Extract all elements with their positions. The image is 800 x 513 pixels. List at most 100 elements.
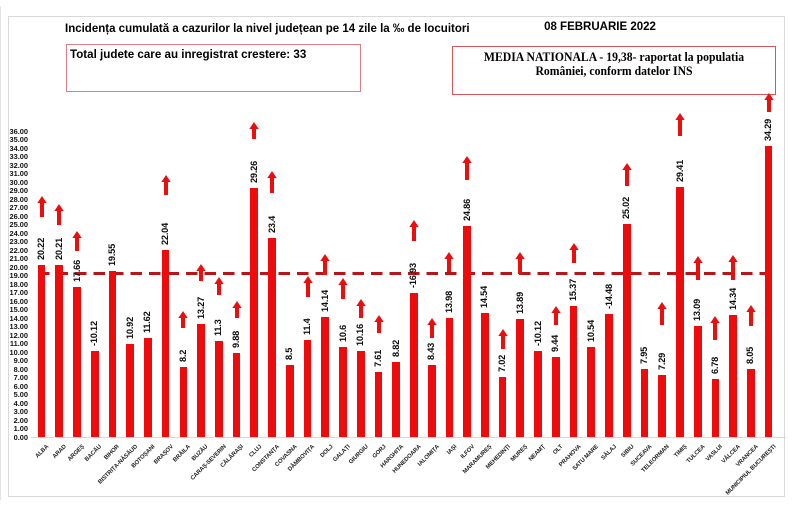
bar-value-label: 14.34 <box>727 288 738 311</box>
bar-value-label: 11.4 <box>302 318 312 336</box>
bar <box>747 368 755 437</box>
bar-value-label: 8.5 <box>284 347 295 360</box>
y-axis-tick-label: 19.00 <box>9 271 29 280</box>
bar <box>622 224 631 437</box>
bar <box>197 324 205 437</box>
y-axis-tick-label: 35.00 <box>9 135 29 144</box>
y-axis-tick-label: 5.00 <box>13 390 28 399</box>
bar-value-label: 19.55 <box>106 243 117 266</box>
increase-arrow-icon <box>338 278 348 304</box>
bar-value-label: 13.27 <box>195 297 206 320</box>
increase-arrow-icon <box>214 277 224 300</box>
increase-arrow-icon <box>692 256 703 285</box>
increase-arrow-icon <box>746 305 756 331</box>
increase-arrow-icon <box>267 171 277 198</box>
y-axis-tick-label: 8.00 <box>13 364 28 374</box>
bar-value-label: 8.2 <box>177 350 188 363</box>
increase-arrow-icon <box>710 316 721 345</box>
bar-value-label: 34.29 <box>763 118 774 141</box>
bar <box>392 362 401 437</box>
y-axis-tick-label: 16.00 <box>9 296 29 306</box>
bar-value-label: 6.78 <box>709 357 720 375</box>
increase-arrow-icon <box>551 306 561 330</box>
bar <box>587 347 596 437</box>
bar <box>250 188 259 437</box>
increase-arrow-icon <box>763 93 774 117</box>
bar-value-label: 10.6 <box>337 324 348 342</box>
bar <box>321 316 330 437</box>
x-axis-baseline <box>31 437 786 438</box>
bar <box>551 356 560 437</box>
y-axis-tick-label: 23.00 <box>9 237 29 246</box>
national-average-box: MEDIA NATIONALA - 19,38- raportat la pop… <box>452 46 776 95</box>
bar <box>498 377 507 437</box>
growth-box: Total judete care au inregistrat crester… <box>66 44 361 92</box>
bar-value-label: 14.14 <box>319 289 330 312</box>
bar <box>729 315 738 437</box>
y-axis-tick-label: 24.00 <box>9 228 29 238</box>
bar <box>356 350 365 437</box>
bar-value-label: 10.16 <box>355 323 366 346</box>
bar <box>214 340 223 437</box>
bar <box>516 318 525 437</box>
y-axis-tick-label: 6.00 <box>13 381 28 391</box>
bar <box>463 225 471 437</box>
chart-title: Incidența cumulată a cazurilor la nivel … <box>65 22 470 35</box>
increase-arrow-icon <box>72 231 82 256</box>
increase-arrow-icon <box>54 204 64 230</box>
increase-arrow-icon <box>231 301 242 323</box>
y-axis-tick-label: 20.00 <box>9 262 29 272</box>
y-axis-tick-label: 27.00 <box>9 203 29 212</box>
national-average-line1: MEDIA NATIONALA - 19,38- raportat la pop… <box>483 48 745 64</box>
bar-value-label: 11.62 <box>142 311 153 334</box>
bar-value-label: 20.21 <box>53 238 64 261</box>
bar-value-label: 17.66 <box>71 259 82 282</box>
increase-arrow-icon <box>426 318 437 343</box>
increase-arrow-icon <box>462 156 472 185</box>
y-axis-tick-label: 22.00 <box>9 245 29 255</box>
bar-value-label: 8.82 <box>390 339 401 357</box>
increase-arrow-icon <box>36 196 47 222</box>
growth-box-label: Total judete care au inregistrat crester… <box>70 47 307 61</box>
bar <box>374 372 383 437</box>
bar <box>764 145 773 437</box>
y-axis-tick-label: 36.00 <box>9 126 29 136</box>
bar-value-label: 13.98 <box>443 291 454 314</box>
increase-arrow-icon <box>409 220 419 246</box>
increase-arrow-icon <box>657 302 667 330</box>
y-axis-tick-label: 1.00 <box>13 424 28 433</box>
bar-value-label: 25.02 <box>621 197 632 220</box>
y-axis-tick-label: 12.00 <box>9 330 29 340</box>
bar <box>73 286 81 437</box>
bar-value-label: 29.41 <box>674 160 685 182</box>
bar <box>534 351 542 437</box>
y-axis-tick-label: 13.00 <box>9 322 29 331</box>
bar <box>445 318 454 437</box>
y-axis-tick-label: 32.00 <box>9 160 29 170</box>
bar-value-label: 10.92 <box>124 317 135 340</box>
bar <box>711 379 720 437</box>
y-axis-tick-label: 7.00 <box>13 373 28 382</box>
bar-value-label: 7.29 <box>656 352 667 370</box>
bar-value-label: 23.4 <box>266 216 277 234</box>
increase-arrow-icon <box>622 163 632 191</box>
bar <box>126 344 135 437</box>
bar-value-label: -14.48 <box>603 284 614 309</box>
increase-arrow-icon <box>675 113 685 141</box>
y-axis-tick-label: 17.00 <box>9 288 29 297</box>
y-axis-tick-label: 4.00 <box>13 398 28 408</box>
increase-arrow-icon <box>355 299 366 323</box>
bar <box>303 340 312 437</box>
bar <box>161 249 170 437</box>
bar <box>339 346 347 437</box>
increase-arrow-icon <box>728 255 738 285</box>
bar-value-label: -16.93 <box>408 263 419 289</box>
increase-arrow-icon <box>373 315 384 338</box>
bar <box>605 313 613 437</box>
bar-value-label: 29.26 <box>248 161 259 184</box>
bar-value-label: 20.22 <box>36 238 46 261</box>
y-axis-tick-label: 15.00 <box>9 305 29 314</box>
bar <box>640 369 649 437</box>
bar <box>693 325 702 437</box>
y-axis-tick-label: 14.00 <box>9 313 29 323</box>
